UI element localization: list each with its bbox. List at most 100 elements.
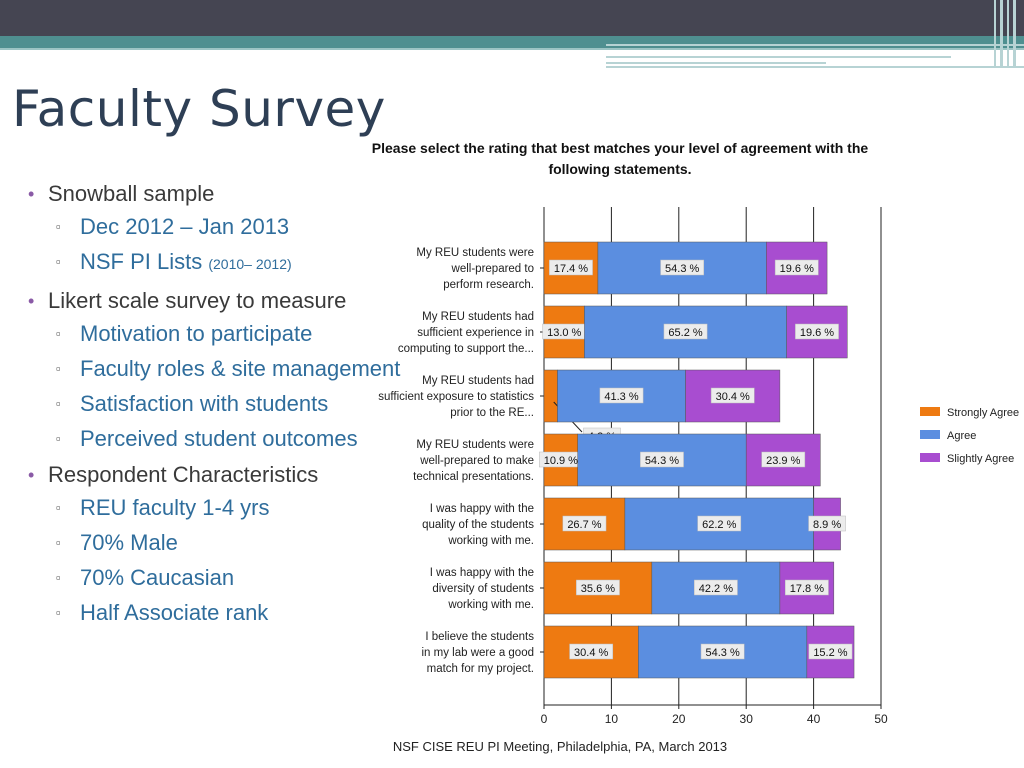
data-label-box [663,323,708,340]
data-label-box [640,451,684,468]
category-label: My REU students were [416,439,534,451]
bullet-item: • Respondent Characteristics [28,458,408,492]
data-label-box [549,259,593,276]
data-label-box [795,323,839,340]
data-label-box [785,579,829,596]
bullet-item: • Likert scale survey to measure [28,284,408,318]
slide-footer: NSF CISE REU PI Meeting, Philadelphia, P… [392,739,728,754]
category-label: sufficient exposure to statistics [378,391,534,403]
data-label-box [576,579,620,596]
stacked-bar-chart: 0 10 20 30 40 50 My REU students were well-prep… [378,207,1019,726]
category-label: My REU students had [422,375,534,387]
category-label: working with me. [447,599,534,611]
square-bullet-icon: ▫ [56,326,61,341]
banner-decor-line [606,44,1024,46]
data-label-box [697,515,742,532]
category-label: in my lab were a good [421,647,534,659]
data-label: 26.7 % [567,519,601,531]
sub-bullet-item: ▫ 70% Caucasian [28,562,408,593]
legend-swatch [920,430,940,439]
sub-bullet-item: ▫ Faculty roles & site management [28,353,408,384]
legend-swatch [920,453,940,462]
sub-bullet-text: Satisfaction with students [80,391,329,416]
bullet-item: • Snowball sample [28,177,408,211]
square-bullet-icon: ▫ [56,219,61,234]
legend-label: Slightly Agree [947,453,1014,465]
category-label: quality of the students [422,519,534,531]
x-tick-label: 50 [874,712,888,726]
square-bullet-icon: ▫ [56,605,61,620]
legend-swatch [920,407,940,416]
x-tick-label: 30 [740,712,754,726]
sub-bullet-text: 70% Caucasian [80,565,235,590]
sub-bullet-text: Faculty roles & site management [80,356,401,381]
data-label-box [562,515,607,532]
sub-bullet-item: ▫ Satisfaction with students [28,388,408,419]
x-tick-label: 20 [672,712,686,726]
data-label: 35.6 % [581,583,615,595]
category-label: diversity of students [432,583,534,595]
data-label: 23.9 % [766,455,800,467]
data-label: 13.0 % [547,327,581,339]
sub-bullet-item: ▫ REU faculty 1-4 yrs [28,492,408,523]
data-label: 17.4 % [554,263,588,275]
data-label-box [700,643,745,660]
banner-decor-line [606,62,826,64]
data-label-box [808,643,853,660]
square-bullet-icon: ▫ [56,431,61,446]
data-label-box [774,259,819,276]
data-label: 42.2 % [699,583,733,595]
bullet-dot-icon: • [28,184,35,204]
sub-bullet-item: ▫ Half Associate rank [28,597,408,628]
sub-bullet-item: ▫ Dec 2012 – Jan 2013 [28,211,408,242]
legend-label: Strongly Agree [947,407,1019,419]
category-label: I was happy with the [430,567,534,579]
data-label: 8.9 % [813,519,841,531]
square-bullet-icon: ▫ [56,254,61,269]
banner-decor-line [606,66,1024,68]
x-tick-label: 40 [807,712,821,726]
banner-decor-stripe [994,0,996,68]
data-label-box [710,387,755,404]
category-label: well-prepared to [451,263,534,275]
data-label: 54.3 % [705,647,739,659]
category-label: My REU students were [416,247,534,259]
sub-bullet-text: Motivation to participate [80,321,313,346]
sub-bullet-text: 70% Male [80,530,178,555]
legend-label: Agree [947,430,976,442]
category-label: well-prepared to make [419,455,534,467]
sub-bullet-text: REU faculty 1-4 yrs [80,495,270,520]
sub-bullet-text: Perceived student outcomes [80,426,358,451]
sub-bullet-item: ▫ Perceived student outcomes [28,423,408,454]
bar-segment [543,369,558,423]
category-label: perform research. [443,279,534,291]
banner-decor-stripe [1000,0,1003,68]
category-label: prior to the RE... [450,407,534,419]
data-label: 10.9 % [544,455,578,467]
data-label: 17.8 % [790,583,824,595]
sub-bullet-text: Dec 2012 – Jan 2013 [80,214,290,239]
data-label: 62.2 % [702,519,736,531]
square-bullet-icon: ▫ [56,361,61,376]
category-label: I believe the students [425,631,534,643]
square-bullet-icon: ▫ [56,535,61,550]
data-label: 65.2 % [668,327,702,339]
data-label: 30.4 % [574,647,608,659]
slide-title: Faculty Survey [12,80,386,138]
sub-bullet-item: ▫ 70% Male [28,527,408,558]
data-label-box [808,515,846,532]
category-label: sufficient experience in [417,327,534,339]
data-label: 19.6 % [780,263,814,275]
data-label-box [694,579,738,596]
category-label: computing to support the... [398,343,534,355]
data-label: 30.4 % [716,391,750,403]
bullet-text: Snowball sample [48,181,215,206]
category-label: I was happy with the [430,503,534,515]
teal-banner [0,36,1024,48]
banner-line [0,48,1024,50]
sub-bullet-text: NSF PI Lists [80,249,209,274]
square-bullet-icon: ▫ [56,500,61,515]
banner-decor-stripe [1007,0,1009,68]
chart-title: Please select the rating that best match… [371,140,869,177]
data-label: 41.3 % [604,391,638,403]
